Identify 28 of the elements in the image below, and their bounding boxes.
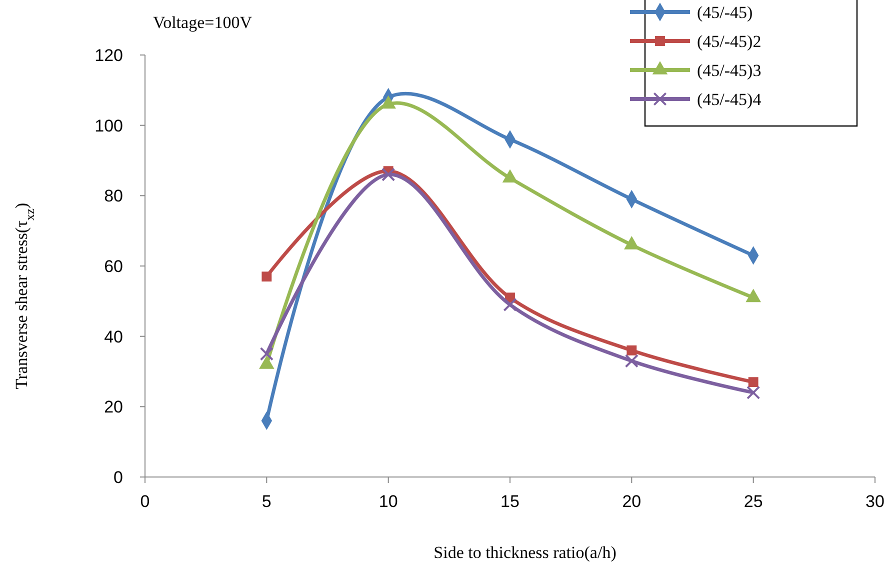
legend-label: (45/-45)3 bbox=[697, 60, 762, 80]
point bbox=[503, 298, 517, 312]
y-tick-label: 40 bbox=[104, 327, 123, 346]
y-tick-label: 80 bbox=[104, 186, 123, 206]
x-tick-label: 5 bbox=[262, 492, 272, 511]
x-tick-label: 10 bbox=[378, 492, 398, 511]
point bbox=[746, 386, 760, 400]
x-tick-label: 30 bbox=[866, 492, 884, 511]
y-tick-label: 100 bbox=[94, 116, 123, 136]
x-tick-label: 0 bbox=[140, 492, 150, 511]
point bbox=[262, 272, 272, 282]
point bbox=[626, 345, 637, 356]
point bbox=[748, 377, 758, 388]
point bbox=[260, 347, 274, 361]
y-tick-label: 20 bbox=[104, 398, 123, 417]
legend-label: (45/-45)4 bbox=[697, 90, 762, 109]
point bbox=[624, 354, 638, 368]
y-tick-label: 60 bbox=[104, 256, 123, 276]
legend-label: (45/-45) bbox=[697, 2, 753, 22]
x-axis-title: Side to thickness ratio(a/h) bbox=[434, 543, 616, 562]
x-tick-label: 15 bbox=[500, 492, 520, 511]
y-tick-label: 0 bbox=[114, 468, 123, 487]
x-tick-label: 20 bbox=[622, 492, 642, 511]
point bbox=[382, 168, 396, 182]
y-tick-label: 120 bbox=[94, 46, 123, 65]
x-tick-label: 25 bbox=[744, 492, 763, 511]
legend-label: (45/-45)2 bbox=[697, 32, 762, 51]
text: Voltage=100V bbox=[153, 13, 253, 32]
